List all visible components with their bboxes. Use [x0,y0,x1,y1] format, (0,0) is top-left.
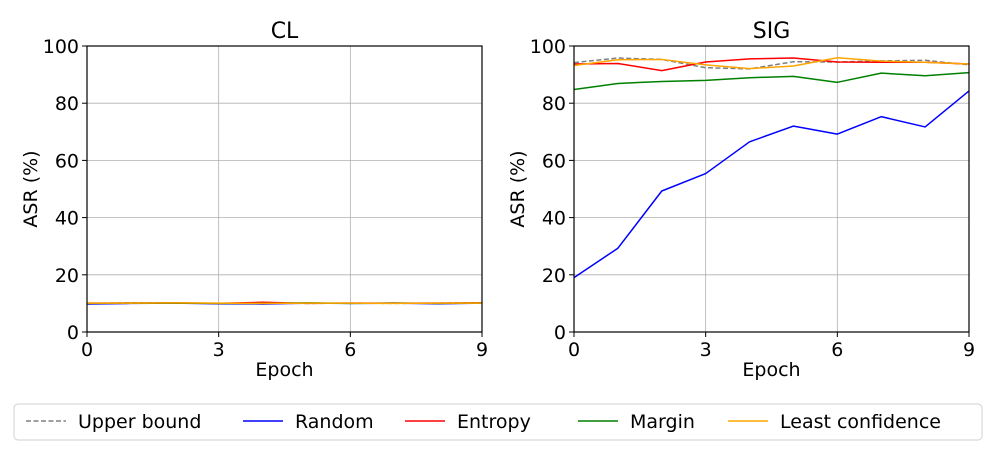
legend-label-least-confidence: Least confidence [780,411,941,433]
panel-title: CL [271,19,299,44]
series-line-least-confidence [87,302,482,305]
y-tick-label: 20 [542,265,566,287]
axes-frame [86,45,483,333]
y-tick-label: 100 [530,36,566,58]
series-line-upper-bound [573,57,970,70]
series-line-random [573,90,970,279]
y-tick-label: 40 [55,208,79,230]
legend-frame [13,403,983,441]
x-tick-label: 6 [344,339,356,361]
y-axis-label: ASR (%) [507,150,529,227]
x-tick-label: 0 [568,339,580,361]
y-tick-label: 60 [55,150,79,172]
series-line-least-confidence [573,56,970,70]
axes-frame [573,45,970,333]
panel-cl: 0 3 6 9 0 20 40 60 80 100 CL Epoch ASR (%) [20,19,488,381]
y-tick-label: 60 [542,150,566,172]
y-tick-label: 100 [43,36,79,58]
panel-title: SIG [753,19,791,44]
panel-sig: 0 3 6 9 0 20 40 60 80 100 SIG Epoch ASR (%) [507,19,975,381]
legend-label-margin: Margin [630,411,695,433]
x-axis-label: Epoch [742,359,800,381]
x-tick-label: 3 [213,339,225,361]
x-tick-label: 9 [476,339,488,361]
legend-label-random: Random [295,411,374,433]
x-tick-label: 3 [700,339,712,361]
x-tick-label: 9 [963,339,975,361]
y-tick-label: 80 [55,93,79,115]
legend-label-upper-bound: Upper bound [78,411,201,433]
x-tick-label: 6 [831,339,843,361]
series-line-margin [573,71,970,91]
x-axis-label: Epoch [255,359,313,381]
y-tick-label: 20 [55,265,79,287]
y-axis-label: ASR (%) [20,150,42,227]
y-tick-label: 0 [554,322,566,344]
y-tick-label: 40 [542,208,566,230]
y-tick-label: 80 [542,93,566,115]
legend-label-entropy: Entropy [457,411,531,433]
legend: Upper bound Random Entropy Margin Least conf… [13,403,983,441]
x-tick-label: 0 [81,339,93,361]
y-tick-label: 0 [67,322,79,344]
